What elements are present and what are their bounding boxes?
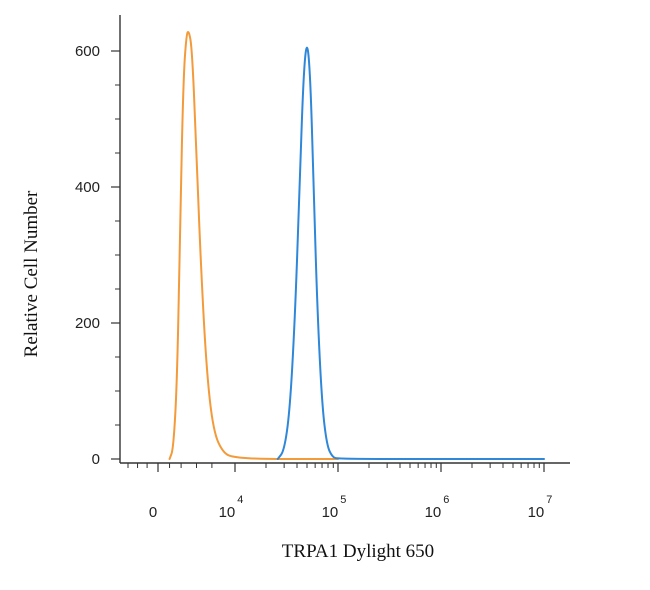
y-axis-ticks: 0 200 400 600 [75, 43, 120, 468]
x-tick-label: 107 [528, 494, 553, 521]
y-tick-label: 600 [75, 43, 100, 60]
x-tick-label: 104 [219, 494, 244, 521]
y-axis-title: Relative Cell Number [21, 190, 42, 357]
x-tick-label: 0 [149, 504, 157, 521]
histogram-curves [168, 31, 545, 461]
histogram-series-2 [276, 46, 545, 461]
x-axis-title: TRPA1 Dylight 650 [282, 541, 434, 562]
histogram-series-1 [168, 31, 339, 460]
y-tick-label: 0 [92, 451, 100, 468]
x-axis-tick-labels: 0 104 105 106 107 [149, 494, 553, 521]
x-axis-ticks [127, 463, 545, 472]
x-tick-label: 106 [425, 494, 450, 521]
y-tick-label: 200 [75, 315, 100, 332]
x-tick-label: 105 [322, 494, 347, 521]
y-tick-label: 400 [75, 179, 100, 196]
